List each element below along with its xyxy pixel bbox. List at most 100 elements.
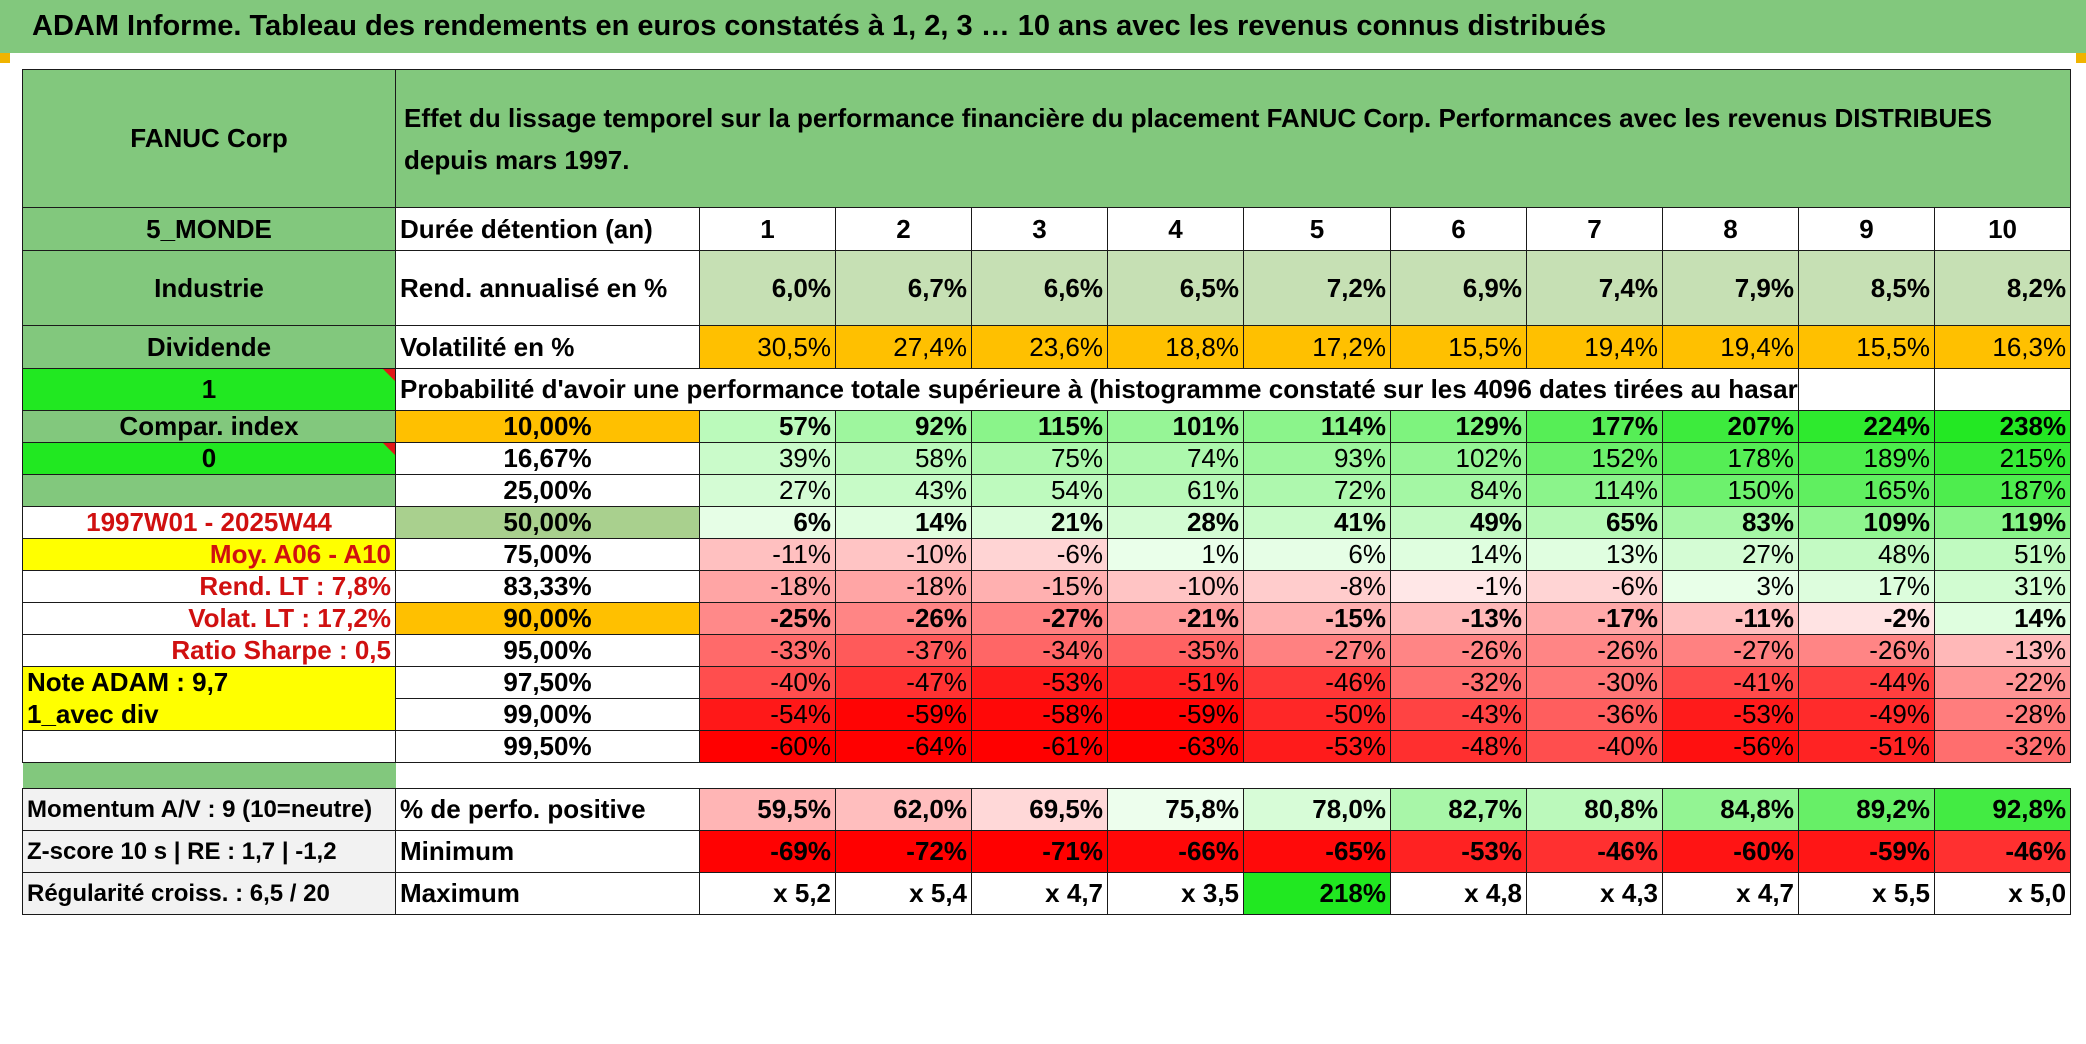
prob-label: Probabilité d'avoir une performance tota… — [395, 368, 1799, 411]
year-header: 4 — [1107, 207, 1244, 251]
quantile-value: 39% — [699, 442, 836, 475]
quantile-value: -26% — [835, 602, 972, 635]
rend-cell: 6,5% — [1107, 250, 1244, 326]
quantile-value: 41% — [1243, 506, 1391, 539]
corner-marker — [0, 53, 10, 63]
minimum-label: Minimum — [395, 830, 700, 873]
minimum-cell: -46% — [1526, 830, 1663, 873]
quantile-value: -40% — [699, 666, 836, 699]
quantile-value: -21% — [1107, 602, 1244, 635]
quantile-row: 0 16,67% 39% 58% 75% 74% 93% 102% 152% 178% 189% 21… — [22, 442, 2072, 475]
quantile-value: -2% — [1798, 602, 1935, 635]
quantile-value: 21% — [971, 506, 1108, 539]
rend-row: Industrie Rend. annualisé en % 6,0% 6,7% 6… — [22, 250, 2072, 326]
quantile-value: -59% — [835, 698, 972, 731]
quantile-label: 97,50% — [395, 666, 700, 699]
minimum-cell: -60% — [1662, 830, 1799, 873]
sector-label: Industrie — [22, 250, 396, 326]
maximum-cell: x 4,7 — [971, 872, 1108, 915]
quantile-label: 99,00% — [395, 698, 700, 731]
volat-cell: 23,6% — [971, 325, 1108, 369]
quantile-value: -48% — [1390, 730, 1527, 763]
maximum-label: Maximum — [395, 872, 700, 915]
quantile-value: 51% — [1933, 538, 2072, 571]
quantile-value: -28% — [1933, 698, 2072, 731]
quantile-value: -6% — [1526, 570, 1663, 603]
moy-label: Moy. A06 - A10 — [22, 538, 396, 571]
quantile-value: -13% — [1933, 634, 2072, 667]
volat-label: Volatilité en % — [395, 325, 700, 369]
quantile-value: 150% — [1662, 474, 1799, 507]
note-label: Note ADAM : 9,7 — [22, 666, 396, 699]
mode-label: 1_avec div — [22, 698, 396, 731]
quantile-label: 99,50% — [395, 730, 700, 763]
quantile-value: 14% — [835, 506, 972, 539]
quantile-value: -18% — [835, 570, 972, 603]
quantile-value: 3% — [1662, 570, 1799, 603]
years-row: 5_MONDE Durée détention (an) 1 2 3 4 5 6 7 8 9 10 — [22, 207, 2072, 251]
zone-label: 5_MONDE — [22, 207, 396, 251]
quantile-value: 83% — [1662, 506, 1799, 539]
quantile-label: 10,00% — [395, 410, 700, 443]
quantile-label: 50,00% — [395, 506, 700, 539]
quantile-value: 84% — [1390, 474, 1527, 507]
quantile-value: -51% — [1798, 730, 1935, 763]
quantile-value: 109% — [1798, 506, 1935, 539]
zscore-label: Z-score 10 s | RE : 1,7 | -1,2 — [22, 830, 396, 873]
quantile-value: 114% — [1243, 410, 1391, 443]
header-row: FANUC Corp Effet du lissage temporel sur… — [22, 69, 2072, 208]
minimum-cell: -71% — [971, 830, 1108, 873]
quantile-row: 25,00% 27% 43% 54% 61% 72% 84% 114% 150% 165% 187% — [22, 474, 2072, 507]
year-header: 8 — [1662, 207, 1799, 251]
quantile-value: 17% — [1798, 570, 1935, 603]
quantile-value: 93% — [1243, 442, 1391, 475]
quantile-value: -56% — [1662, 730, 1799, 763]
volat-cell: 19,4% — [1662, 325, 1799, 369]
quantile-value: 119% — [1933, 506, 2072, 539]
volat-cell: 15,5% — [1798, 325, 1935, 369]
quantile-value: 224% — [1798, 410, 1935, 443]
maximum-cell: x 5,0 — [1933, 872, 2072, 915]
quantile-value: -63% — [1107, 730, 1244, 763]
report-title-bar: ADAM Informe. Tableau des rendements en … — [0, 0, 2086, 53]
quantile-value: -26% — [1526, 634, 1663, 667]
quantile-value: -59% — [1107, 698, 1244, 731]
quantile-value: 14% — [1390, 538, 1527, 571]
quantile-value: -26% — [1390, 634, 1527, 667]
quantile-value: 27% — [699, 474, 836, 507]
quantile-value: 57% — [699, 410, 836, 443]
quantile-value: 129% — [1390, 410, 1527, 443]
summary-row: Z-score 10 s | RE : 1,7 | -1,2 Minimum -69… — [22, 830, 2072, 873]
rend-lt-label: Rend. LT : 7,8% — [22, 570, 396, 603]
minimum-cell: -46% — [1933, 830, 2072, 873]
company-name: FANUC Corp — [22, 69, 396, 208]
quantile-value: -10% — [1107, 570, 1244, 603]
quantile-value: -64% — [835, 730, 972, 763]
quantile-value: 65% — [1526, 506, 1663, 539]
rend-cell: 8,5% — [1798, 250, 1935, 326]
positive-cell: 89,2% — [1798, 788, 1935, 831]
spacer-cell — [396, 763, 2071, 789]
maximum-cell: x 4,7 — [1662, 872, 1799, 915]
prob-row: 1 Probabilité d'avoir une performance to… — [22, 368, 2072, 411]
quantile-value: 48% — [1798, 538, 1935, 571]
quantile-row: Rend. LT : 7,8% 83,33% -18% -18% -15% -10% -8%… — [22, 570, 2072, 603]
volat-cell: 18,8% — [1107, 325, 1244, 369]
quantile-label: 90,00% — [395, 602, 700, 635]
quantile-value: -22% — [1933, 666, 2072, 699]
volat-cell: 17,2% — [1243, 325, 1391, 369]
quantile-value: -51% — [1107, 666, 1244, 699]
rend-cell: 6,0% — [699, 250, 836, 326]
rend-cell: 6,7% — [835, 250, 972, 326]
empty-label — [22, 474, 396, 507]
quantile-value: 13% — [1526, 538, 1663, 571]
quantile-row: Volat. LT : 17,2% 90,00% -25% -26% -27% -21% -… — [22, 602, 2072, 635]
minimum-cell: -69% — [699, 830, 836, 873]
quantile-value: -53% — [1662, 698, 1799, 731]
summary-row: Régularité croiss. : 6,5 / 20 Maximum x 5,… — [22, 872, 2072, 915]
quantile-value: -27% — [1662, 634, 1799, 667]
flag-zero-cell[interactable]: 0 — [22, 442, 396, 475]
quantile-value: 238% — [1933, 410, 2072, 443]
flag-cell[interactable]: 1 — [22, 368, 396, 411]
quantile-value: 165% — [1798, 474, 1935, 507]
